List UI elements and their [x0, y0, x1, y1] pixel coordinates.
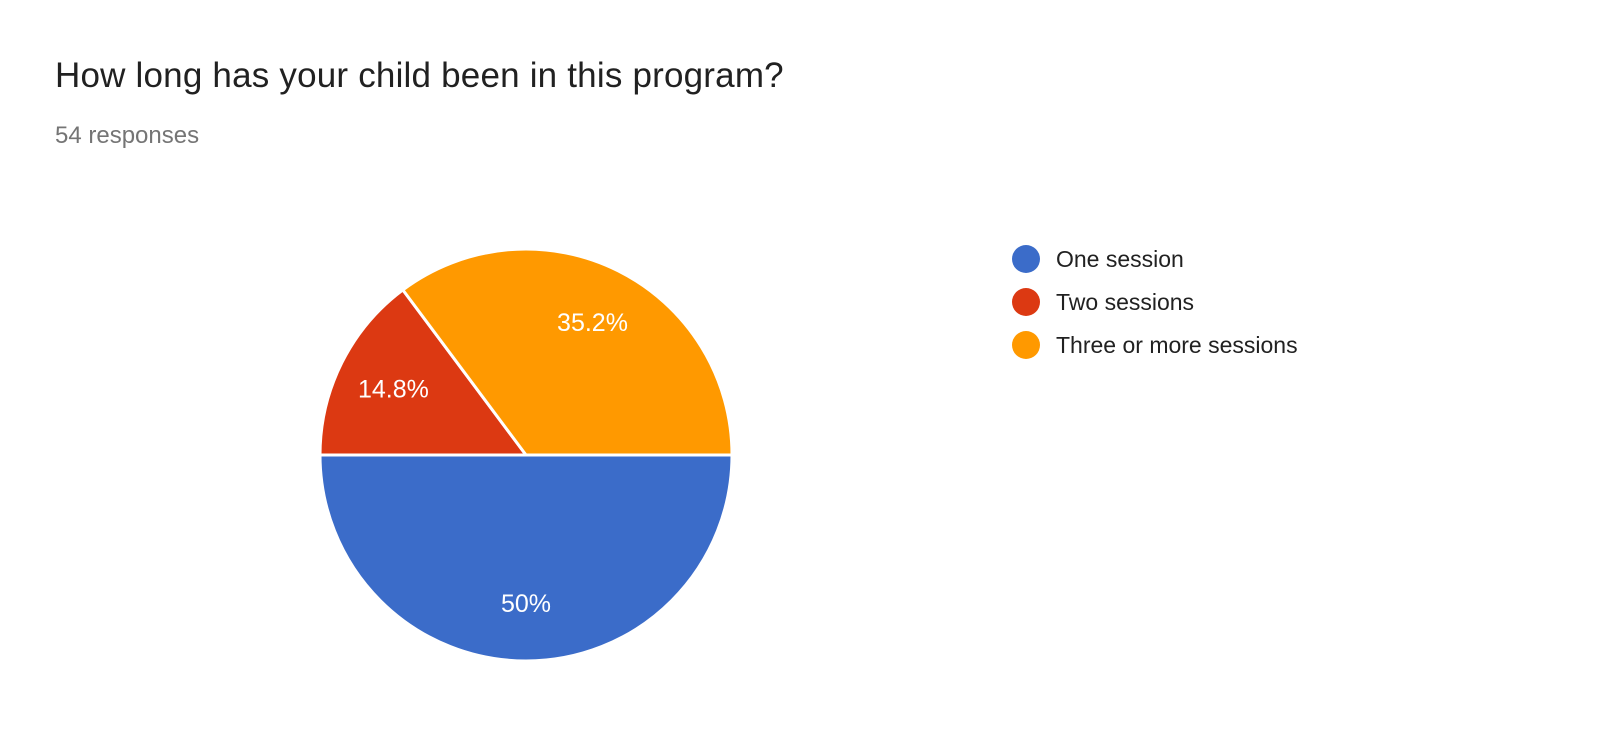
- pie-slice-two-sessions: [318, 288, 528, 457]
- legend-label: One session: [1056, 245, 1184, 272]
- legend-item-two-sessions: Two sessions: [1012, 288, 1298, 316]
- legend-item-one-session: One session: [1012, 245, 1298, 273]
- pie-slice-percent-label: 50%: [501, 590, 551, 618]
- legend-dot-icon: [1012, 331, 1040, 359]
- legend-dot-icon: [1012, 288, 1040, 316]
- legend-label: Three or more sessions: [1056, 331, 1298, 358]
- chart-legend: One session Two sessions Three or more s…: [1012, 245, 1298, 359]
- pie-slice-percent-label: 14.8%: [358, 375, 429, 403]
- legend-dot-icon: [1012, 245, 1040, 273]
- pie-slice-one-session: [318, 453, 734, 663]
- legend-label: Two sessions: [1056, 288, 1195, 315]
- response-count: 54 responses: [55, 122, 200, 149]
- chart-title: How long has your child been in this pro…: [55, 56, 784, 95]
- legend-item-three-or-more-sessions: Three or more sessions: [1012, 331, 1298, 359]
- pie-chart-svg: 50% 14.8% 35.2%: [318, 247, 734, 663]
- pie-slice-percent-label: 35.2%: [557, 309, 628, 337]
- pie-slice-three-or-more-sessions: [401, 247, 734, 457]
- pie-chart: 50% 14.8% 35.2%: [316, 245, 736, 665]
